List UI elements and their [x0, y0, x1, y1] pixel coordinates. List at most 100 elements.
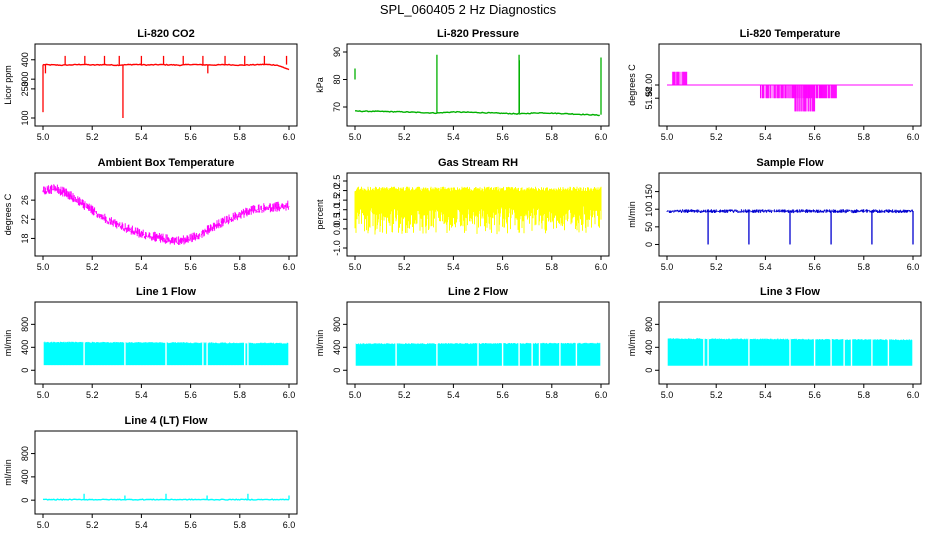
- x-tick-label: 5.4: [447, 390, 460, 400]
- series-layer: [666, 335, 914, 367]
- y-tick-label: 2.0: [332, 184, 342, 197]
- chart-panel-line-2-flow: Line 2 Flow ml/min 5.0 5.2 5.4 5.6 5.8 6.0 0 400 8…: [315, 286, 610, 400]
- plot-frame: [34, 301, 298, 385]
- y-tick-label: 1.5: [332, 194, 342, 207]
- y-tick-label: 0.0: [332, 223, 342, 236]
- y-axis-label: kPa: [315, 77, 325, 93]
- x-tick-label: 5.8: [858, 262, 871, 272]
- x-tick-label: 6.0: [907, 262, 920, 272]
- y-axis-label: degrees C: [627, 64, 637, 106]
- chart-title: Line 1 Flow: [136, 286, 196, 298]
- x-tick-label: 5.8: [546, 390, 559, 400]
- chart-title: Sample Flow: [756, 157, 824, 169]
- series-band: [354, 186, 602, 235]
- chart-title: Gas Stream RH: [438, 157, 518, 169]
- x-tick-label: 5.4: [135, 132, 148, 142]
- plot-frame: [658, 172, 922, 257]
- y-tick-label: 400: [20, 340, 30, 355]
- x-tick-label: 5.2: [86, 390, 99, 400]
- x-tick-label: 5.8: [546, 132, 559, 142]
- x-tick-label: 5.4: [135, 262, 148, 272]
- plot-frame: [34, 43, 298, 127]
- y-tick-label: 1.0: [332, 203, 342, 216]
- series-layer: [354, 54, 602, 117]
- x-tick-label: 6.0: [907, 132, 920, 142]
- y-tick-label: 90: [332, 47, 342, 57]
- x-tick-label: 5.8: [234, 262, 247, 272]
- series-layer: [42, 493, 290, 501]
- chart-title: Line 4 (LT) Flow: [125, 415, 208, 427]
- panels: Li-820 CO2 Licor ppm 5.0 5.2 5.4 5.6 5.8 6.0 100…: [3, 28, 922, 530]
- series-band: [42, 184, 290, 245]
- x-tick-label: 6.0: [907, 390, 920, 400]
- y-tick-label: 0: [332, 368, 342, 373]
- series-layer: [42, 184, 290, 245]
- y-tick-label: 0.5: [332, 213, 342, 226]
- x-tick-label: 5.0: [349, 390, 362, 400]
- chart-title: Li-820 CO2: [137, 28, 194, 40]
- y-tick-label: 800: [20, 317, 30, 332]
- series-layer: [42, 339, 290, 366]
- chart-panel-gas-stream-rh: Gas Stream RH percent 5.0 5.2 5.4 5.6 5.8 6.0 -1…: [315, 157, 610, 272]
- chart-panel-sample-flow: Sample Flow ml/min 5.0 5.2 5.4 5.6 5.8 6.0 0 50 10…: [627, 157, 922, 272]
- chart-panel-line-1-flow: Line 1 Flow ml/min 5.0 5.2 5.4 5.6 5.8 6.0 0 400 8…: [3, 286, 298, 400]
- x-tick-label: 5.0: [349, 132, 362, 142]
- x-tick-label: 5.4: [135, 390, 148, 400]
- y-tick-label: 52.00: [644, 74, 654, 97]
- series-line: [42, 63, 290, 71]
- y-tick-label: 0: [644, 242, 654, 247]
- y-axis-label: ml/min: [3, 330, 13, 357]
- y-axis-label: percent: [315, 199, 325, 230]
- chart-panel-li820-pressure: Li-820 Pressure kPa 5.0 5.2 5.4 5.6 5.8 6.0 70 80…: [315, 28, 610, 142]
- y-axis-label: ml/min: [315, 330, 325, 357]
- x-tick-label: 5.4: [447, 132, 460, 142]
- x-tick-label: 5.6: [184, 390, 197, 400]
- x-tick-label: 5.8: [546, 262, 559, 272]
- y-tick-label: 70: [332, 102, 342, 112]
- x-tick-label: 5.8: [234, 390, 247, 400]
- x-tick-label: 5.6: [496, 132, 509, 142]
- x-tick-label: 6.0: [595, 390, 608, 400]
- y-tick-label: 250: [20, 81, 30, 96]
- x-tick-label: 5.6: [496, 262, 509, 272]
- x-tick-label: 5.8: [858, 390, 871, 400]
- chart-title: Line 3 Flow: [760, 286, 820, 298]
- x-tick-label: 5.0: [661, 132, 674, 142]
- x-tick-label: 5.4: [759, 132, 772, 142]
- y-tick-label: 400: [20, 469, 30, 484]
- y-axis-label: ml/min: [627, 330, 637, 357]
- chart-panel-li820-co2: Li-820 CO2 Licor ppm 5.0 5.2 5.4 5.6 5.8 6.0 100…: [3, 28, 298, 142]
- x-tick-label: 5.8: [858, 132, 871, 142]
- x-tick-label: 5.6: [808, 132, 821, 142]
- x-tick-label: 5.8: [234, 132, 247, 142]
- x-tick-label: 5.6: [808, 262, 821, 272]
- y-tick-label: 100: [644, 202, 654, 217]
- x-tick-label: 5.2: [710, 132, 723, 142]
- x-tick-label: 5.2: [710, 390, 723, 400]
- x-tick-label: 5.0: [37, 132, 50, 142]
- y-tick-label: 26: [20, 195, 30, 205]
- y-tick-label: 50: [644, 222, 654, 232]
- x-tick-label: 5.0: [661, 262, 674, 272]
- plot-frame: [34, 430, 298, 515]
- x-tick-label: 5.6: [808, 390, 821, 400]
- series-layer: [667, 71, 913, 112]
- y-axis-label: ml/min: [3, 459, 13, 486]
- y-tick-label: 400: [20, 52, 30, 67]
- chart-title: Li-820 Temperature: [740, 28, 841, 40]
- y-tick-label: 22: [20, 214, 30, 224]
- x-tick-label: 5.4: [759, 390, 772, 400]
- y-tick-label: 0: [644, 368, 654, 373]
- x-tick-label: 5.2: [86, 520, 99, 530]
- step-region: [671, 71, 687, 85]
- series-layer: [666, 209, 914, 245]
- x-tick-label: 5.4: [135, 520, 148, 530]
- x-tick-label: 6.0: [283, 132, 296, 142]
- chart-panel-line-4-lt-flow: Line 4 (LT) Flow ml/min 5.0 5.2 5.4 5.6 5.8 6.0…: [3, 415, 298, 530]
- y-tick-label: 18: [20, 233, 30, 243]
- chart-panel-line-3-flow: Line 3 Flow ml/min 5.0 5.2 5.4 5.6 5.8 6.0 0 400 8…: [627, 286, 922, 400]
- x-tick-label: 5.0: [37, 520, 50, 530]
- x-tick-label: 5.2: [86, 262, 99, 272]
- y-tick-label: -1.0: [332, 240, 342, 256]
